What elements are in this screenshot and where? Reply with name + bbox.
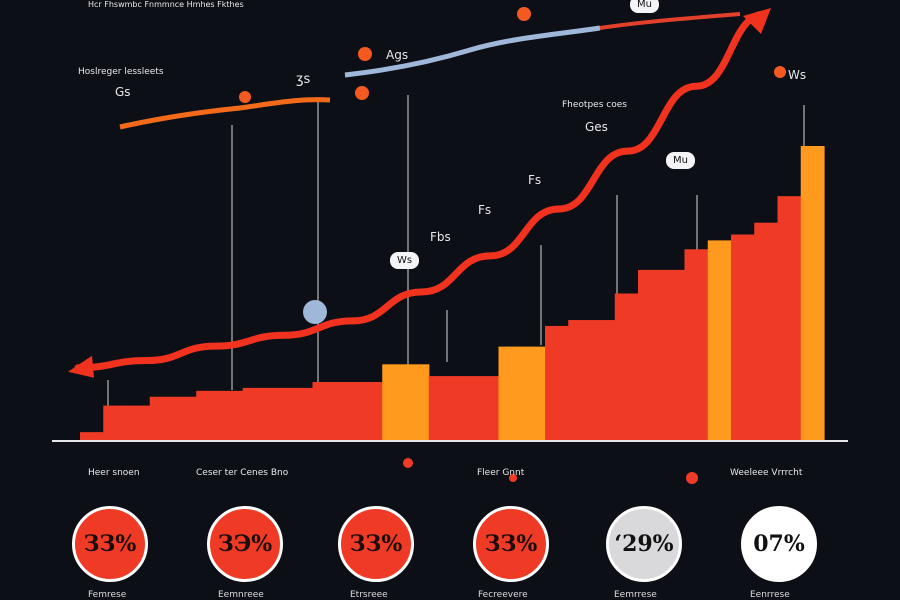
bar-14 xyxy=(382,364,407,441)
bar-16 xyxy=(428,376,453,441)
bar-21 xyxy=(545,325,569,441)
label-3: Ags xyxy=(386,48,409,62)
footer-label-6: Eenrrese xyxy=(750,590,790,600)
bar-26 xyxy=(661,269,686,441)
bar-25 xyxy=(638,269,662,441)
trend-arrow-tail xyxy=(68,355,94,378)
bubble-1: Mu xyxy=(630,0,659,13)
percent-circle-3: ЗЗ% xyxy=(338,506,414,582)
bar-30 xyxy=(754,222,779,441)
percent-circle-5: ʻ29% xyxy=(606,506,682,582)
percent-circle-2: ЗЭ% xyxy=(207,506,283,582)
footer-label-1: Femrese xyxy=(88,590,127,600)
bubble-3: Mu xyxy=(666,152,695,169)
trend-arrow-line xyxy=(74,10,769,372)
bar-29 xyxy=(731,234,755,441)
footer-label-5: Eemrrese xyxy=(614,590,657,600)
label-5: Fs xyxy=(528,173,542,187)
dot-red-1 xyxy=(403,458,413,468)
footer-label-4: Fecreevere xyxy=(478,590,528,600)
bar-13 xyxy=(359,382,383,441)
top-ribbon-orange xyxy=(119,97,331,130)
category-label-3: Fleer Gnnt xyxy=(477,468,525,478)
bar-17 xyxy=(452,376,476,441)
bar-18 xyxy=(475,376,500,441)
label-2: ʒs xyxy=(296,72,311,87)
bar-5 xyxy=(173,396,197,441)
bar-6 xyxy=(196,390,221,441)
bar-20 xyxy=(521,346,546,441)
bar-27 xyxy=(684,249,709,441)
dot-red-2 xyxy=(509,474,517,482)
dot-orange-2 xyxy=(355,86,369,100)
bar-12 xyxy=(335,382,360,441)
percent-circle-4: ЗЗ% xyxy=(473,506,549,582)
percent-circle-6: 07% xyxy=(741,506,817,582)
bars xyxy=(80,146,825,441)
bar-10 xyxy=(289,387,314,441)
bar-22 xyxy=(568,320,593,441)
bar-11 xyxy=(312,382,337,441)
label-6: Fs xyxy=(478,203,492,217)
bar-28 xyxy=(707,240,732,441)
dot-blue-1 xyxy=(303,300,327,324)
bubble-2: Ws xyxy=(390,252,420,269)
bar-7 xyxy=(219,390,244,441)
bar-31 xyxy=(777,196,802,441)
bar-4 xyxy=(149,396,174,441)
label-7: Fbs xyxy=(430,230,451,244)
footer-label-3: Etrsreee xyxy=(350,590,388,600)
dot-orange-5 xyxy=(774,66,786,78)
left-caption: Hoslreger lessleets xyxy=(78,67,164,77)
bar-24 xyxy=(614,293,639,441)
bar-9 xyxy=(266,387,290,441)
bar-3 xyxy=(126,405,151,441)
dot-orange-1 xyxy=(358,47,372,61)
bar-8 xyxy=(242,387,267,441)
label-1: Gs xyxy=(115,85,131,99)
bar-23 xyxy=(591,320,616,441)
label-4: Ges xyxy=(585,120,608,134)
dot-orange-3 xyxy=(517,7,531,21)
dot-red-3 xyxy=(686,472,698,484)
dot-orange-4 xyxy=(239,91,251,103)
connector-lines xyxy=(107,95,805,440)
category-label-2: Ceser ter Cenes Bno xyxy=(196,468,289,478)
percent-circle-1: ЗЗ% xyxy=(72,506,148,582)
bar-15 xyxy=(405,364,430,441)
right-caption: Fheotpes coes xyxy=(562,100,627,110)
top-ribbon-blue xyxy=(344,25,601,78)
bar-2 xyxy=(103,405,128,441)
top-caption: Hcr Fhswmbc Fnmmnce Hmhes Fkthes xyxy=(88,0,244,9)
top-ribbon-red xyxy=(599,12,741,30)
label-8: Ws xyxy=(788,68,807,82)
bar-32 xyxy=(800,146,825,441)
category-label-1: Heer snoen xyxy=(88,468,140,478)
trend-arrow-head xyxy=(743,8,771,34)
bar-1 xyxy=(80,432,104,441)
bar-19 xyxy=(498,346,523,441)
category-label-4: Weeleee Vrrrcht xyxy=(730,468,803,478)
footer-label-2: Eemnreee xyxy=(218,590,264,600)
